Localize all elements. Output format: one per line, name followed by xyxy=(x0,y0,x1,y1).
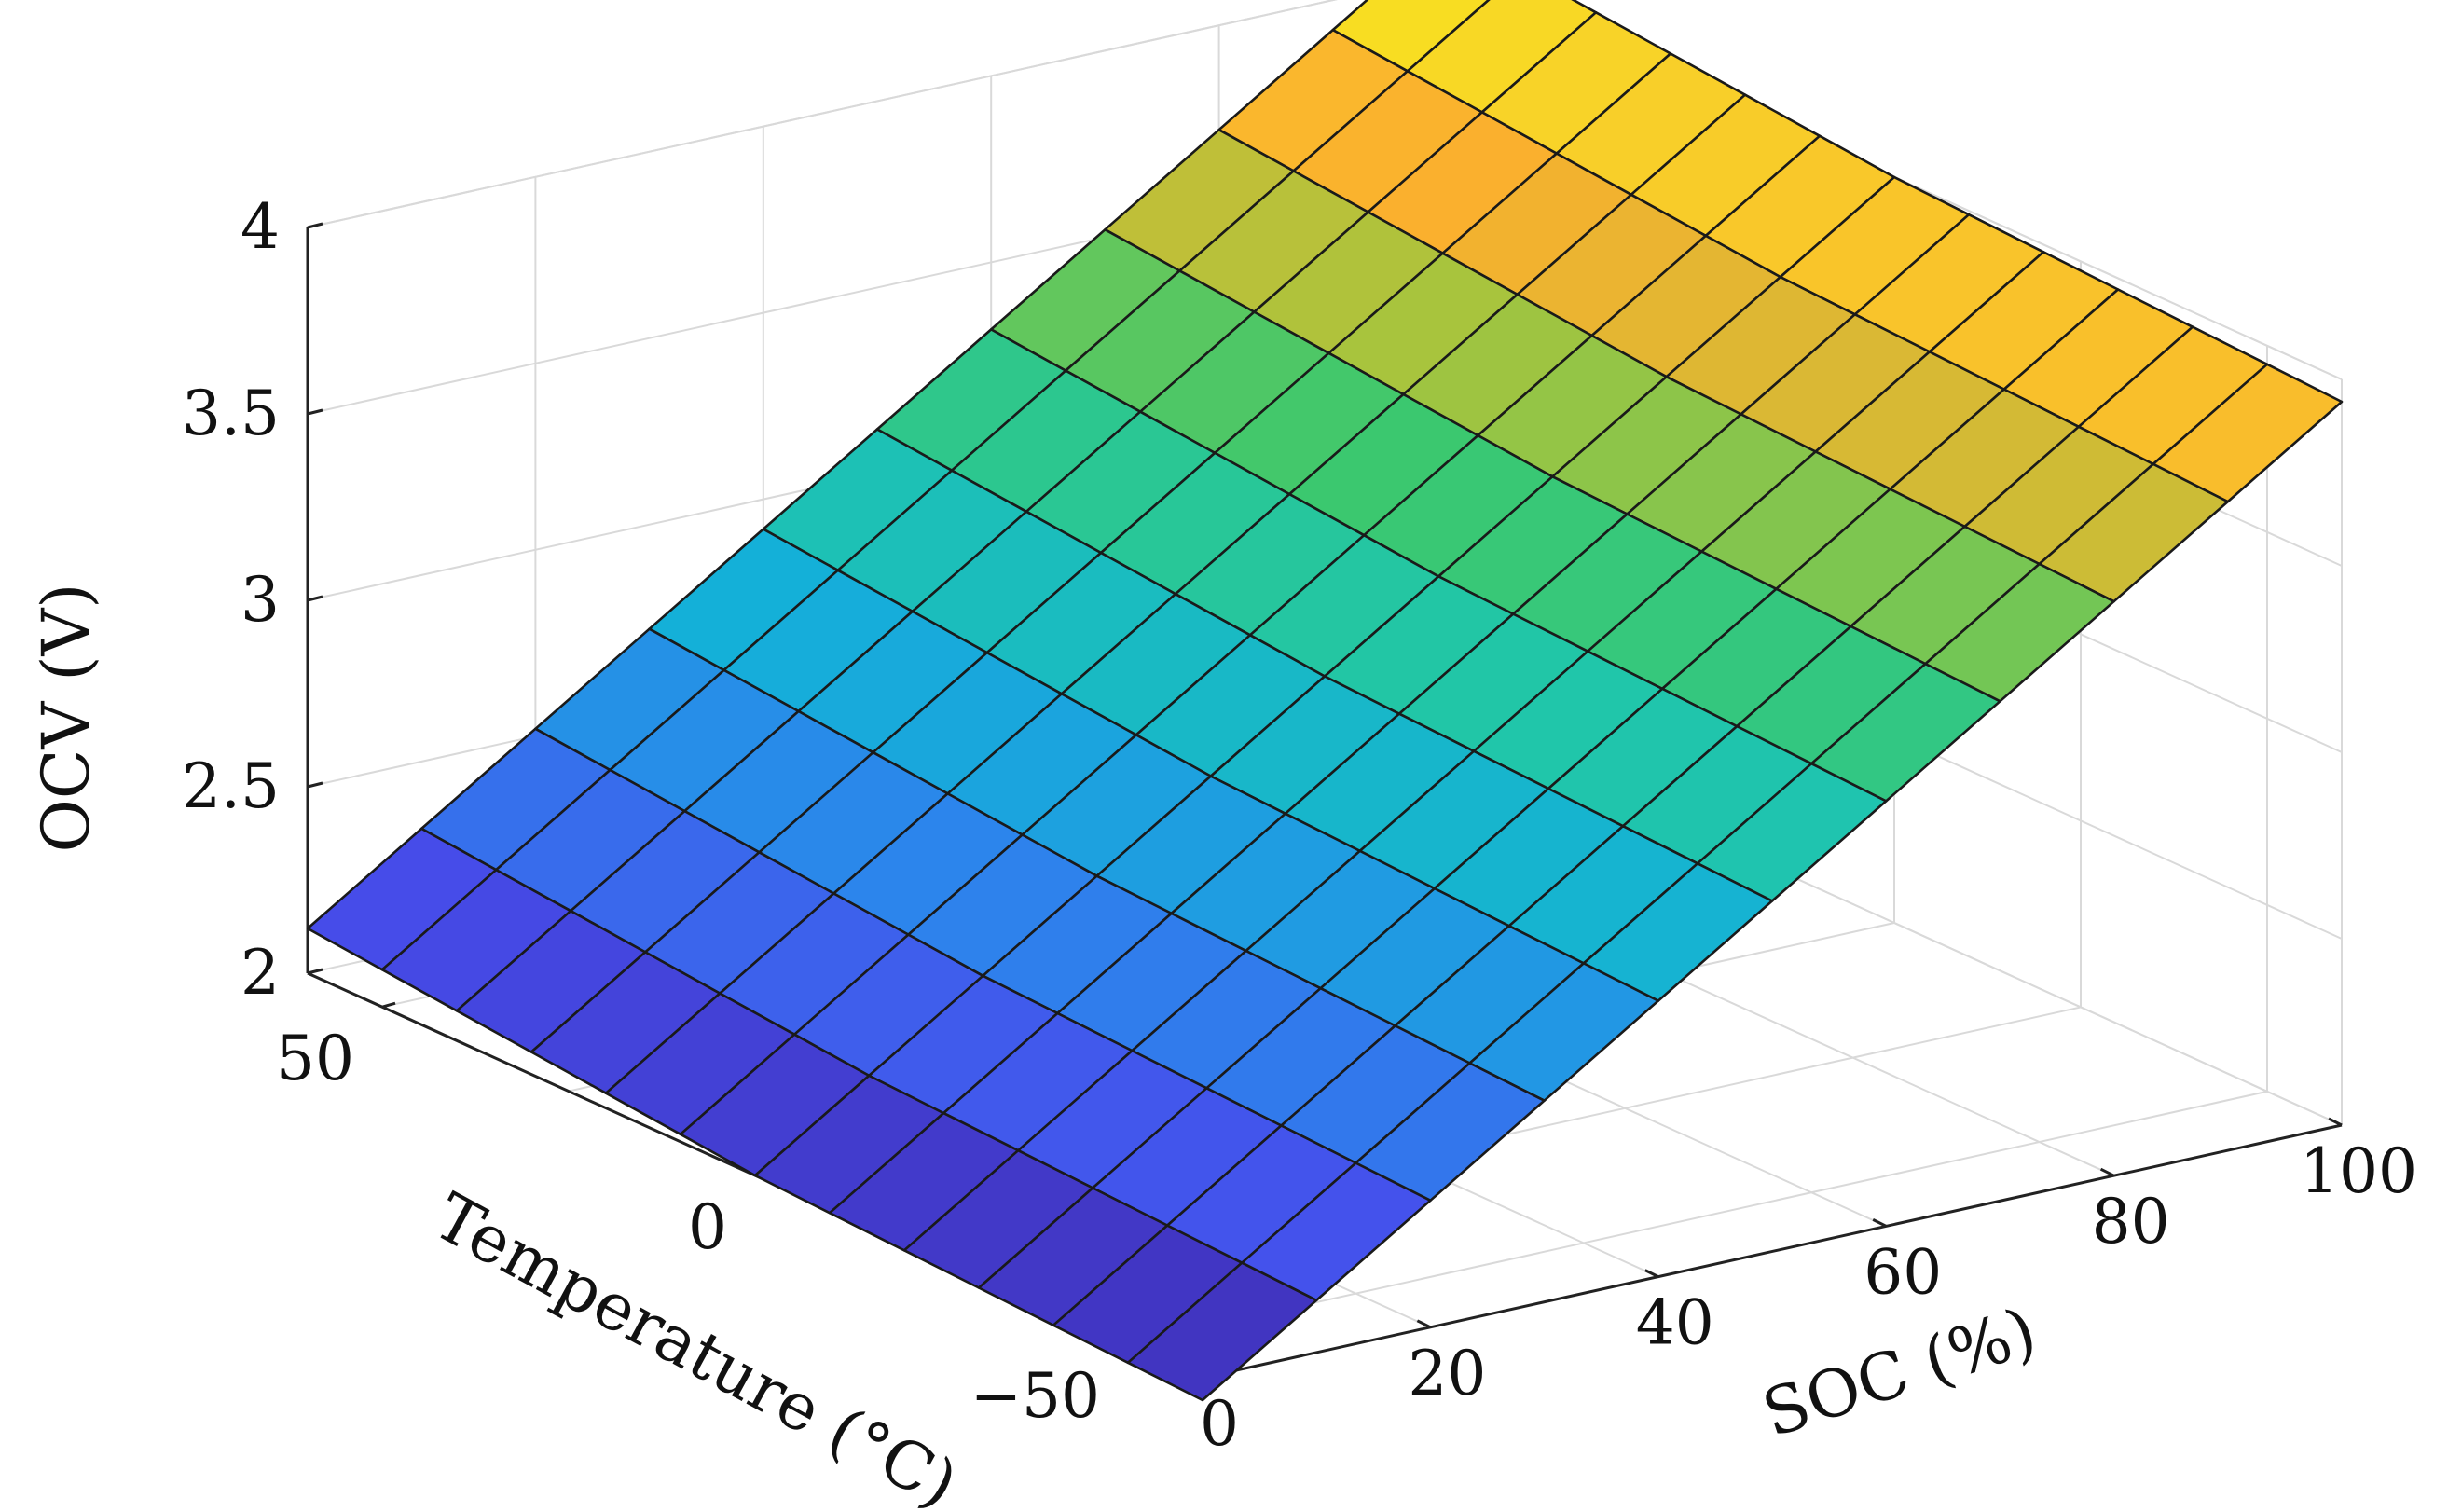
temperature-tick-mark xyxy=(381,1001,396,1009)
z-tick-label: 2 xyxy=(241,937,280,1009)
soc-tick-mark xyxy=(1416,1319,1432,1329)
temperature-tick-label: 0 xyxy=(688,1191,727,1263)
soc-tick-mark xyxy=(2099,1167,2115,1177)
z-tick-mark xyxy=(307,408,323,416)
soc-tick-label: 20 xyxy=(1408,1338,1486,1409)
surface-cell xyxy=(1126,1261,1318,1402)
ocv-surface xyxy=(306,0,2344,1402)
soc-tick-mark xyxy=(2328,1117,2343,1127)
soc-tick-label: 40 xyxy=(1636,1287,1714,1359)
z-tick-mark xyxy=(307,781,323,789)
temperature-tick-label: −50 xyxy=(970,1360,1100,1432)
soc-axis-line xyxy=(1202,1123,2343,1380)
soc-tick-label: 60 xyxy=(1864,1236,1942,1308)
z-tick-mark xyxy=(307,222,323,229)
z-tick-label: 4 xyxy=(241,191,280,263)
z-axis-label: OCV (V) xyxy=(28,584,104,853)
soc-tick-mark xyxy=(1872,1218,1887,1228)
temperature-tick-label: 50 xyxy=(276,1023,354,1094)
soc-axis-label: SOC (%) xyxy=(1753,1292,2045,1451)
box-edge xyxy=(307,0,1338,228)
grid-line xyxy=(1127,1090,2268,1345)
z-tick-mark xyxy=(307,968,323,975)
soc-tick-label: 80 xyxy=(2092,1186,2170,1258)
soc-tick-label: 0 xyxy=(1200,1388,1239,1460)
soc-tick-mark xyxy=(1644,1269,1659,1278)
soc-tick-label: 100 xyxy=(2300,1135,2417,1207)
z-tick-label: 2.5 xyxy=(182,750,280,822)
z-tick-mark xyxy=(307,595,323,602)
z-tick-label: 3 xyxy=(241,564,280,636)
z-tick-label: 3.5 xyxy=(182,378,280,449)
